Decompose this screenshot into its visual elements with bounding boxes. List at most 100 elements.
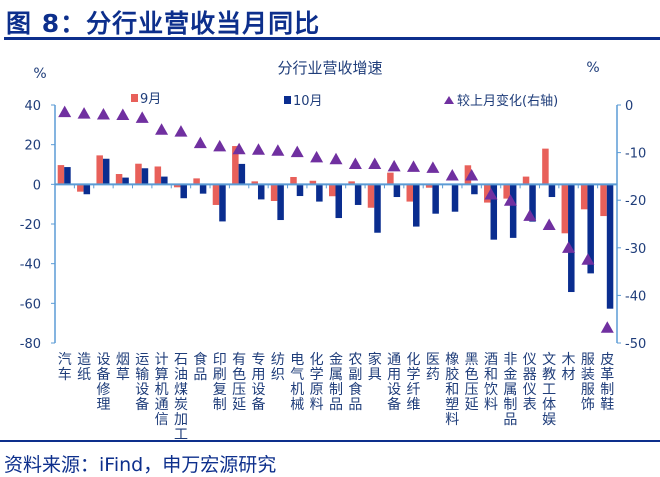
bar-oct (335, 184, 342, 219)
y2-tick-label: -20 (625, 194, 646, 209)
x-tick-label-char: 食 (193, 351, 207, 368)
bar-sep (96, 155, 103, 185)
x-tick-label-char: 农 (348, 352, 362, 368)
bar-oct (199, 184, 207, 194)
x-tick-label-char: 运 (135, 352, 149, 368)
bar-oct (83, 184, 91, 195)
x-tick-label-char: 非 (503, 352, 517, 368)
triangle-marker (232, 142, 246, 155)
triangle-marker (387, 159, 401, 172)
bar-sep (484, 184, 491, 203)
x-tick-label-char: 纺 (271, 352, 285, 368)
x-tick-label-char: 有 (232, 352, 246, 368)
triangle-marker (329, 152, 343, 165)
triangle-marker (174, 125, 188, 137)
triangle-marker (251, 143, 265, 155)
x-tick-label-char: 用 (387, 367, 401, 383)
triangle-marker (562, 241, 576, 253)
y-tick-label: 40 (24, 99, 41, 114)
x-tick-label-char: 和 (484, 367, 498, 383)
x-tick-label-char: 炭 (174, 397, 188, 413)
x-tick-label-char: 属 (503, 382, 517, 398)
legend-swatch-sep (131, 94, 138, 102)
x-tick-label-char: 表 (523, 397, 537, 413)
legend: 9月 10月 较上月变化(右轴) (131, 92, 558, 109)
x-tick-label-char: 食 (348, 381, 362, 398)
y-tick-label: -80 (20, 337, 41, 352)
bar-sep (270, 184, 278, 201)
bar-sep (387, 172, 394, 185)
triangle-marker (271, 144, 285, 156)
triangle-marker (523, 209, 537, 221)
x-tick-label-char: 酒 (484, 352, 498, 368)
bar-oct (141, 168, 149, 185)
triangle-marker (426, 161, 440, 173)
x-tick-label-char: 纸 (77, 367, 91, 383)
bar-oct (548, 184, 556, 198)
chart-title: 分行业营收增速 (277, 59, 382, 77)
bar-sep (290, 176, 297, 185)
x-tick-label-char: 和 (445, 382, 459, 398)
bar-oct (180, 184, 187, 199)
x-tick-label-char: 材 (562, 367, 576, 383)
triangle-marker (503, 194, 517, 206)
triangle-marker (600, 321, 614, 333)
triangle-marker (348, 157, 362, 170)
x-tick-label-char: 复 (213, 381, 227, 398)
x-tick-label-char: 电 (290, 352, 304, 368)
x-tick-label-char: 印 (213, 352, 227, 368)
y-tick-label: 20 (24, 139, 41, 154)
triangle-marker (58, 105, 72, 118)
x-tick-label-char: 橡 (445, 352, 459, 368)
x-tick-label-char: 色 (232, 366, 246, 383)
bar-sep (464, 165, 472, 185)
x-tick-label-char: 饮 (484, 382, 498, 398)
bar-sep (193, 178, 200, 185)
x-tick-label-char: 械 (290, 397, 304, 413)
bar-oct (606, 184, 614, 309)
triangle-marker (193, 136, 207, 149)
bar-sep (57, 165, 65, 185)
x-tick-label-char: 制 (600, 382, 614, 398)
x-tick-label-char: 石 (174, 352, 188, 368)
bar-sep (367, 184, 375, 208)
x-tick-label-char: 煤 (174, 382, 188, 398)
x-tick-label-char: 烟 (116, 352, 130, 368)
y2-tick-label: -40 (625, 289, 646, 304)
x-tick-label-char: 备 (251, 396, 265, 413)
bar-oct (568, 184, 575, 293)
legend-swatch-oct (284, 96, 291, 104)
bar-sep (135, 163, 142, 185)
x-tick-label-char: 加 (174, 412, 188, 428)
x-tick-label-char: 算 (155, 367, 169, 383)
x-tick-label-char: 设 (251, 382, 265, 398)
bar-sep (542, 148, 549, 185)
legend-label-oct: 10月 (293, 94, 323, 109)
bar-sep (561, 184, 569, 234)
x-tick-label-char: 药 (426, 367, 440, 383)
footer-divider (0, 440, 660, 442)
x-tick-label-char: 延 (465, 397, 479, 413)
x-tick-label-char: 具 (368, 367, 382, 383)
figure-title: 图 8：分行业营收当月同比 (6, 9, 321, 38)
bar-oct (471, 184, 478, 195)
x-tick-label-char: 金 (329, 352, 343, 368)
x-tick-label-char: 织 (271, 367, 285, 383)
bar-sep (503, 184, 510, 199)
x-tick-label-char: 装 (581, 367, 595, 383)
y-tick-label: -20 (20, 218, 41, 233)
bar-oct (529, 184, 536, 222)
title-divider (4, 37, 660, 40)
x-tick-label-char: 料 (484, 397, 498, 413)
x-tick-label-char: 压 (465, 382, 479, 398)
bar-oct (64, 167, 71, 185)
x-tick-label-char: 鞋 (600, 397, 614, 413)
legend-label-sep: 9月 (140, 92, 161, 107)
x-tick-label-char: 备 (135, 396, 149, 413)
y-tick-label: 0 (33, 178, 41, 193)
x-tick-label-char: 品 (503, 412, 517, 428)
bar-sep (425, 184, 433, 188)
legend-triangle-icon (444, 96, 454, 104)
triangle-marker (542, 218, 556, 230)
